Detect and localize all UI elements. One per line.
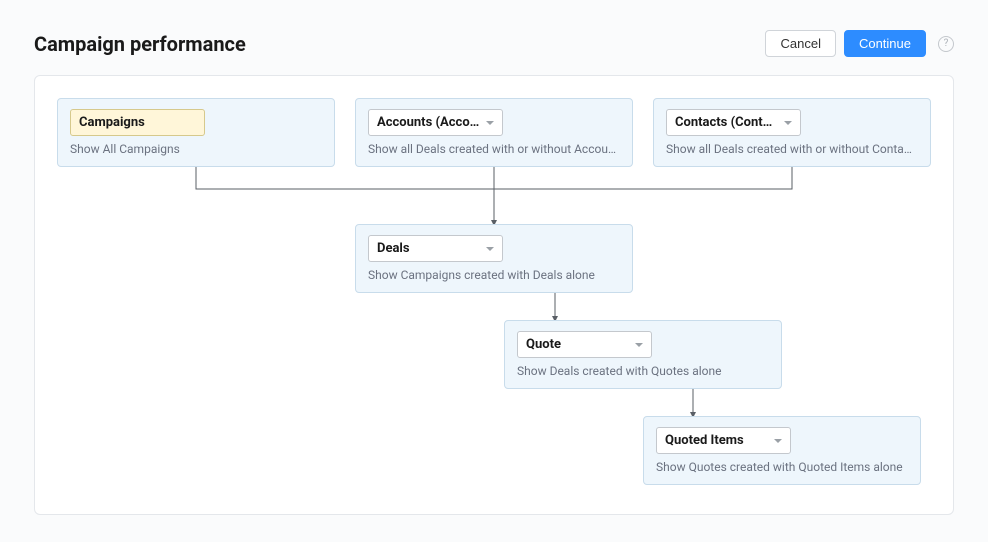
chevron-down-icon	[486, 247, 494, 251]
node-campaigns-label: Campaigns	[79, 115, 145, 130]
node-campaigns-select[interactable]: Campaigns	[70, 109, 205, 136]
node-deals-select[interactable]: Deals	[368, 235, 503, 262]
cancel-button[interactable]: Cancel	[765, 30, 835, 57]
node-contacts: Contacts (Contact... Show all Deals crea…	[653, 98, 931, 167]
chevron-down-icon	[774, 439, 782, 443]
node-quote-desc: Show Deals created with Quotes alone	[517, 364, 769, 378]
diagram-canvas: Campaigns Show All Campaigns Accounts (A…	[34, 75, 954, 515]
node-contacts-desc: Show all Deals created with or without C…	[666, 142, 918, 156]
page-header: Campaign performance Cancel Continue ?	[0, 0, 988, 75]
node-contacts-select[interactable]: Contacts (Contact...	[666, 109, 801, 136]
node-deals-label: Deals	[377, 241, 410, 256]
continue-button[interactable]: Continue	[844, 30, 926, 57]
node-quote: Quote Show Deals created with Quotes alo…	[504, 320, 782, 389]
page-title: Campaign performance	[34, 32, 246, 56]
node-accounts-select[interactable]: Accounts (Account...	[368, 109, 503, 136]
node-campaigns-desc: Show All Campaigns	[70, 142, 322, 156]
chevron-down-icon	[635, 343, 643, 347]
chevron-down-icon	[486, 121, 494, 125]
node-accounts-desc: Show all Deals created with or without A…	[368, 142, 620, 156]
node-accounts: Accounts (Account... Show all Deals crea…	[355, 98, 633, 167]
node-deals: Deals Show Campaigns created with Deals …	[355, 224, 633, 293]
node-deals-desc: Show Campaigns created with Deals alone	[368, 268, 620, 282]
node-quoted-items: Quoted Items Show Quotes created with Qu…	[643, 416, 921, 485]
node-campaigns: Campaigns Show All Campaigns	[57, 98, 335, 167]
node-quoted-items-desc: Show Quotes created with Quoted Items al…	[656, 460, 908, 474]
node-contacts-label: Contacts (Contact...	[675, 115, 778, 130]
chevron-down-icon	[784, 121, 792, 125]
header-actions: Cancel Continue ?	[765, 30, 954, 57]
node-quote-label: Quote	[526, 337, 561, 352]
node-accounts-label: Accounts (Account...	[377, 115, 480, 130]
help-icon[interactable]: ?	[938, 36, 954, 52]
node-quote-select[interactable]: Quote	[517, 331, 652, 358]
node-quoted-items-label: Quoted Items	[665, 433, 744, 448]
node-quoted-items-select[interactable]: Quoted Items	[656, 427, 791, 454]
